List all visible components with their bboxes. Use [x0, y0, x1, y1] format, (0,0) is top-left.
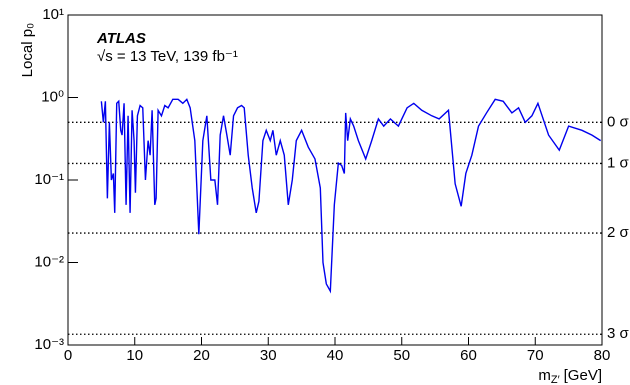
sigma-label: 0 σ — [607, 113, 630, 130]
x-label-unit: [GeV] — [564, 367, 602, 384]
x-axis-label: mZ′ [GeV] — [538, 367, 602, 385]
x-label-subscript: Z′ — [551, 374, 560, 385]
y-tick-label: 10⁻¹ — [34, 171, 64, 188]
sigma-label: 2 σ — [607, 224, 630, 241]
energy-label: √s = 13 TeV, 139 fb⁻¹ — [97, 48, 238, 65]
y-tick-label: 10⁻² — [34, 253, 64, 270]
sigma-label: 3 σ — [607, 325, 630, 342]
y-axis-label: Local p₀ — [19, 23, 36, 78]
x-tick-label: 20 — [193, 347, 210, 364]
x-tick-label: 30 — [260, 347, 277, 364]
y-tick-label: 10⁰ — [41, 88, 64, 105]
x-tick-label: 60 — [460, 347, 477, 364]
experiment-label: ATLAS — [96, 30, 146, 47]
y-tick-label: 10¹ — [42, 6, 64, 23]
x-tick-label: 0 — [64, 347, 72, 364]
y-tick-label: 10⁻³ — [34, 336, 64, 353]
x-tick-label: 50 — [393, 347, 410, 364]
x-tick-label: 70 — [527, 347, 544, 364]
x-label-symbol: m — [538, 367, 551, 384]
series-line — [100, 98, 602, 294]
x-tick-label: 10 — [126, 347, 143, 364]
x-tick-label: 40 — [327, 347, 344, 364]
x-tick-label: 80 — [594, 347, 611, 364]
sigma-label: 1 σ — [607, 154, 630, 171]
